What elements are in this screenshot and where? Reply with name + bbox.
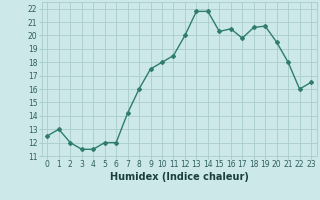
X-axis label: Humidex (Indice chaleur): Humidex (Indice chaleur)	[110, 172, 249, 182]
